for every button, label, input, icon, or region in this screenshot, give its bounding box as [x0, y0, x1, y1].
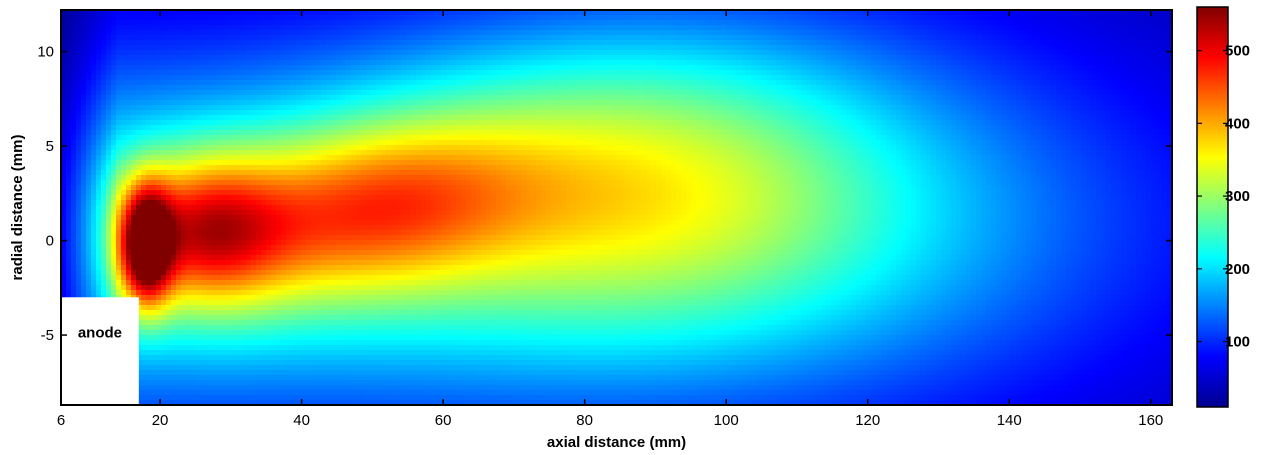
x-tick-label: 100 [714, 412, 739, 429]
x-tick-label: 60 [435, 412, 452, 429]
y-axis-label: radial distance (mm) [9, 135, 26, 281]
y-tick-label: -5 [41, 327, 54, 344]
colorbar-tick-label: 300 [1225, 188, 1250, 205]
x-tick-label: 80 [576, 412, 593, 429]
x-tick-label: 140 [997, 412, 1022, 429]
y-tick-label: 0 [46, 233, 54, 250]
x-tick-label: 6 [57, 412, 65, 429]
x-tick-label: 120 [855, 412, 880, 429]
colorbar-tick-label: 100 [1225, 334, 1250, 351]
colorbar-tick-label: 200 [1225, 261, 1250, 278]
x-tick-label: 160 [1138, 412, 1163, 429]
x-tick-label: 20 [152, 412, 169, 429]
anode-label: anode [78, 324, 122, 341]
y-tick-label: 5 [46, 138, 54, 155]
heatmap-field [61, 10, 1177, 406]
x-axis-label: axial distance (mm) [547, 434, 686, 451]
x-tick-label: 40 [293, 412, 310, 429]
colorbar-tick-label: 400 [1225, 115, 1250, 132]
anode-region: anode [61, 297, 139, 405]
colorbar-tick-label: 500 [1225, 43, 1250, 60]
colorbar [1197, 7, 1228, 407]
y-tick-label: 10 [37, 44, 54, 61]
